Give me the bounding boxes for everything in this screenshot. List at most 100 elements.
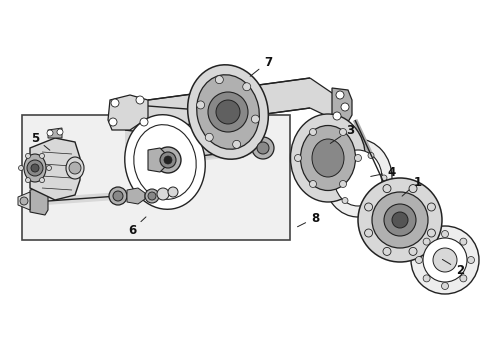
Circle shape	[215, 76, 223, 84]
Circle shape	[57, 129, 63, 135]
Circle shape	[432, 248, 456, 272]
Circle shape	[380, 175, 386, 181]
Polygon shape	[18, 192, 30, 210]
Circle shape	[459, 238, 466, 245]
Circle shape	[422, 238, 429, 245]
Circle shape	[251, 115, 259, 123]
Ellipse shape	[311, 139, 343, 177]
Circle shape	[196, 101, 204, 109]
Circle shape	[25, 177, 30, 183]
Text: 1: 1	[401, 176, 421, 196]
Circle shape	[294, 154, 301, 162]
Polygon shape	[127, 188, 145, 204]
Circle shape	[422, 238, 466, 282]
Circle shape	[27, 160, 43, 176]
Polygon shape	[30, 138, 80, 200]
Circle shape	[339, 129, 346, 135]
Circle shape	[371, 192, 427, 248]
Circle shape	[364, 203, 372, 211]
Circle shape	[69, 162, 81, 174]
Circle shape	[136, 96, 143, 104]
Circle shape	[459, 275, 466, 282]
Circle shape	[427, 229, 434, 237]
Circle shape	[109, 187, 127, 205]
Text: 7: 7	[250, 55, 271, 76]
Text: 3: 3	[329, 123, 353, 143]
Circle shape	[340, 103, 348, 111]
Circle shape	[155, 147, 181, 173]
Circle shape	[332, 112, 340, 120]
Circle shape	[364, 229, 372, 237]
Circle shape	[357, 178, 441, 262]
Circle shape	[328, 175, 334, 181]
Polygon shape	[108, 95, 148, 130]
Text: 8: 8	[297, 212, 319, 227]
Ellipse shape	[300, 126, 355, 190]
Circle shape	[163, 156, 172, 164]
Polygon shape	[148, 148, 164, 172]
Circle shape	[422, 275, 429, 282]
Circle shape	[40, 153, 44, 158]
Circle shape	[410, 226, 478, 294]
Circle shape	[168, 187, 178, 197]
Circle shape	[31, 164, 39, 172]
Ellipse shape	[187, 65, 268, 159]
Circle shape	[367, 153, 373, 158]
Ellipse shape	[290, 114, 365, 202]
Circle shape	[47, 130, 53, 136]
Circle shape	[216, 100, 240, 124]
Ellipse shape	[333, 150, 381, 206]
Circle shape	[391, 212, 407, 228]
Circle shape	[111, 99, 119, 107]
Text: 6: 6	[128, 217, 146, 237]
Circle shape	[339, 180, 346, 188]
Ellipse shape	[324, 139, 391, 217]
Circle shape	[205, 133, 213, 141]
Circle shape	[232, 140, 240, 148]
Circle shape	[207, 92, 247, 132]
Circle shape	[113, 191, 123, 201]
Polygon shape	[309, 78, 334, 120]
Circle shape	[408, 247, 416, 255]
Circle shape	[441, 230, 447, 238]
Circle shape	[19, 166, 23, 171]
Ellipse shape	[134, 125, 196, 199]
Polygon shape	[229, 139, 247, 157]
Circle shape	[415, 256, 422, 264]
Ellipse shape	[124, 115, 205, 209]
Circle shape	[467, 256, 473, 264]
Ellipse shape	[24, 154, 46, 182]
Polygon shape	[331, 88, 351, 122]
Ellipse shape	[66, 157, 84, 179]
Circle shape	[148, 192, 156, 200]
Circle shape	[341, 153, 347, 158]
Text: 4: 4	[370, 166, 395, 179]
Circle shape	[251, 137, 273, 159]
Circle shape	[109, 118, 117, 126]
Circle shape	[382, 185, 390, 193]
Circle shape	[309, 129, 316, 135]
Circle shape	[367, 198, 373, 203]
Polygon shape	[125, 105, 200, 155]
Ellipse shape	[196, 75, 259, 149]
Circle shape	[335, 91, 343, 99]
Polygon shape	[48, 128, 62, 138]
Circle shape	[242, 83, 250, 91]
Circle shape	[40, 177, 44, 183]
Polygon shape	[30, 187, 48, 215]
Circle shape	[427, 203, 434, 211]
Circle shape	[408, 185, 416, 193]
Polygon shape	[148, 78, 309, 130]
Circle shape	[341, 198, 347, 203]
Circle shape	[309, 180, 316, 188]
Circle shape	[441, 283, 447, 289]
Circle shape	[46, 166, 51, 171]
Circle shape	[145, 189, 159, 203]
Circle shape	[140, 118, 148, 126]
Circle shape	[257, 142, 268, 154]
Text: 2: 2	[442, 260, 463, 276]
Circle shape	[382, 247, 390, 255]
Circle shape	[383, 204, 415, 236]
Text: 5: 5	[31, 131, 50, 150]
Circle shape	[25, 153, 30, 158]
